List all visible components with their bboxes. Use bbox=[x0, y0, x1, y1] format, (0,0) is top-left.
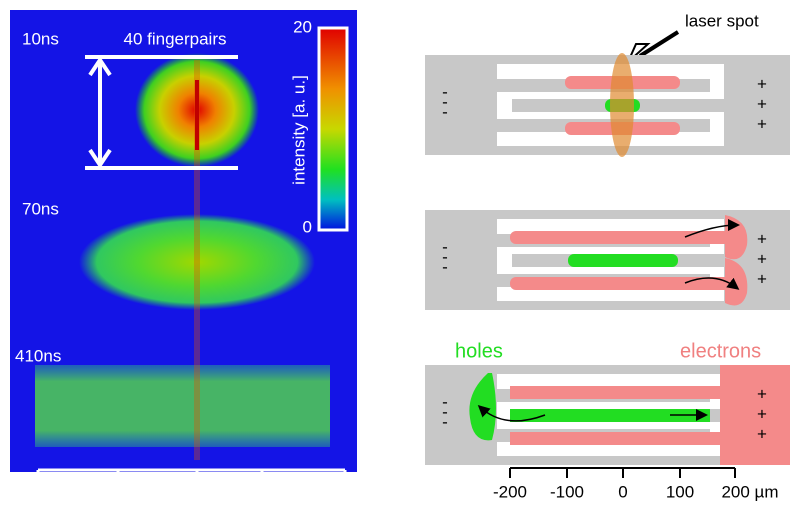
plus-sign: + bbox=[757, 94, 767, 113]
tick-label: 200 bbox=[319, 486, 347, 505]
center-peak bbox=[195, 80, 199, 150]
plus-sign: + bbox=[757, 384, 767, 403]
annotation: 40 fingerpairs bbox=[123, 29, 226, 48]
time-label: 10ns bbox=[22, 29, 59, 48]
minus-sign: - bbox=[442, 257, 448, 276]
electrons-label: electrons bbox=[680, 340, 761, 362]
electrons bbox=[510, 432, 722, 445]
colorbar-min: 0 bbox=[303, 217, 312, 236]
figure: 10ns 70ns 410ns 40 fingerpairs 20 0 inte… bbox=[0, 0, 796, 511]
signal-410ns bbox=[35, 365, 330, 447]
holes-label: holes bbox=[455, 340, 503, 362]
tick-label: 100 bbox=[248, 486, 276, 505]
tick-label: 0µm bbox=[180, 486, 213, 505]
laser-label: laser spot bbox=[685, 11, 759, 30]
time-label: 410ns bbox=[15, 346, 61, 365]
minus-sign: - bbox=[442, 102, 448, 121]
tick-label: -100 bbox=[90, 486, 124, 505]
plus-sign: + bbox=[757, 249, 767, 268]
tick-label: -200 bbox=[6, 486, 40, 505]
colorbar bbox=[319, 28, 347, 230]
plus-sign: + bbox=[757, 404, 767, 423]
plus-sign: + bbox=[757, 424, 767, 443]
electrons bbox=[510, 386, 722, 399]
tick-label: 100 bbox=[666, 482, 694, 501]
measurement-panel: 10ns 70ns 410ns 40 fingerpairs 20 0 inte… bbox=[10, 10, 357, 472]
laser-spot bbox=[610, 53, 634, 157]
plus-sign: + bbox=[757, 114, 767, 133]
plus-sign: + bbox=[757, 74, 767, 93]
holes bbox=[568, 254, 678, 267]
tick-label: 200 µm bbox=[721, 482, 778, 501]
time-label: 70ns bbox=[22, 199, 59, 218]
tick-label: 0 bbox=[618, 482, 627, 501]
colorbar-label: intensity [a. u.] bbox=[289, 75, 308, 185]
minus-sign: - bbox=[442, 412, 448, 431]
tick-label: -200 bbox=[493, 482, 527, 501]
tick-label: -100 bbox=[550, 482, 584, 501]
plus-sign: + bbox=[757, 229, 767, 248]
plus-sign: + bbox=[757, 269, 767, 288]
electrons bbox=[510, 231, 738, 244]
electrons bbox=[720, 365, 790, 465]
colorbar-max: 20 bbox=[293, 17, 312, 36]
